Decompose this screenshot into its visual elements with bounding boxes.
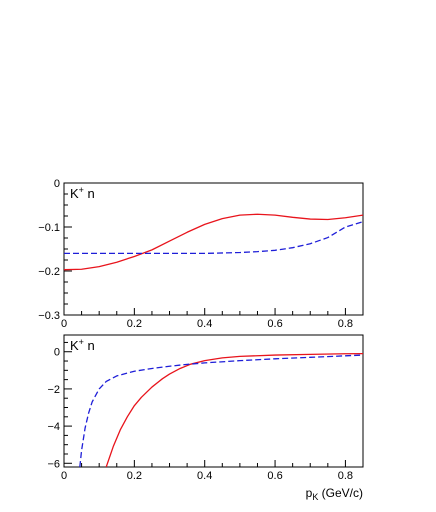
top-plot-frame	[63, 182, 364, 316]
bottom-panel-label: K+ n	[70, 337, 95, 353]
bottom-series-solid-line	[105, 352, 363, 467]
top-panel: 0 0.2 0.4 0.6 0.8 0 −0.1 −0.2 −0.3 K+ n	[38, 178, 364, 330]
bottom-series-dashed-line	[79, 354, 363, 467]
bottom-y-tick-label: −6	[47, 458, 60, 470]
top-x-tick-label: 0	[61, 318, 67, 330]
bottom-y-tick-label: −4	[47, 421, 60, 433]
bottom-x-tick-label: 0.4	[197, 470, 212, 482]
top-x-tick-label: 0.2	[127, 318, 142, 330]
top-x-tick-label: 0.4	[197, 318, 212, 330]
top-x-tick-label: 0.8	[338, 318, 353, 330]
bottom-plot-frame	[63, 334, 364, 468]
bottom-x-tick-label: 0.6	[267, 470, 282, 482]
bottom-panel: 0 0.2 0.4 0.6 0.8 0 −2 −4 −6 K+ n pK (GeV/c)	[47, 334, 364, 502]
top-y-tick-label: 0	[54, 178, 60, 190]
bottom-x-tick-label: 0.8	[338, 470, 353, 482]
bottom-x-axis-label: pK (GeV/c)	[306, 486, 363, 502]
top-panel-label: K+ n	[70, 185, 95, 201]
top-y-tick-label: −0.1	[38, 222, 60, 234]
top-x-tick-label: 0.6	[267, 318, 282, 330]
bottom-y-tick-label: 0	[54, 347, 60, 359]
top-y-tick-label: −0.2	[38, 266, 60, 278]
top-series-dashed-line	[64, 221, 363, 255]
top-y-tick-label: −0.3	[38, 310, 60, 322]
bottom-x-tick-label: 0.2	[127, 470, 142, 482]
bottom-x-tick-label: 0	[61, 470, 67, 482]
bottom-y-tick-label: −2	[47, 384, 60, 396]
top-series-solid-line	[64, 213, 363, 271]
